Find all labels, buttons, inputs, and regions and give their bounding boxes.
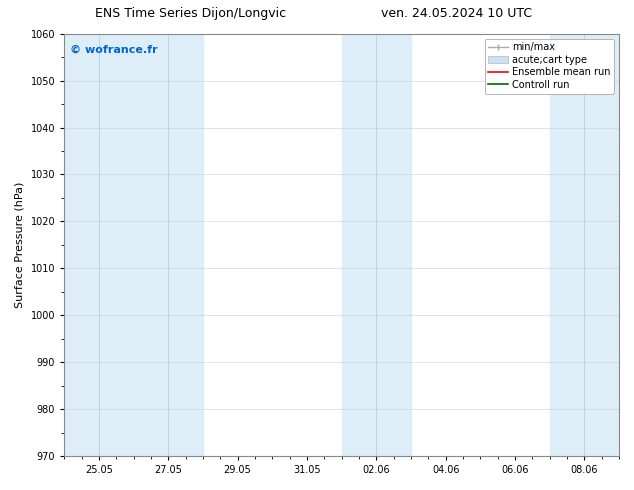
Text: ven. 24.05.2024 10 UTC: ven. 24.05.2024 10 UTC [381, 7, 532, 21]
Text: ENS Time Series Dijon/Longvic: ENS Time Series Dijon/Longvic [94, 7, 286, 21]
Bar [342, 34, 411, 456]
Bar [550, 34, 619, 456]
Y-axis label: Surface Pressure (hPa): Surface Pressure (hPa) [15, 182, 25, 308]
Bar [134, 34, 203, 456]
Legend: min/max, acute;cart type, Ensemble mean run, Controll run: min/max, acute;cart type, Ensemble mean … [484, 39, 614, 94]
Text: © wofrance.fr: © wofrance.fr [70, 44, 157, 54]
Bar [64, 34, 134, 456]
